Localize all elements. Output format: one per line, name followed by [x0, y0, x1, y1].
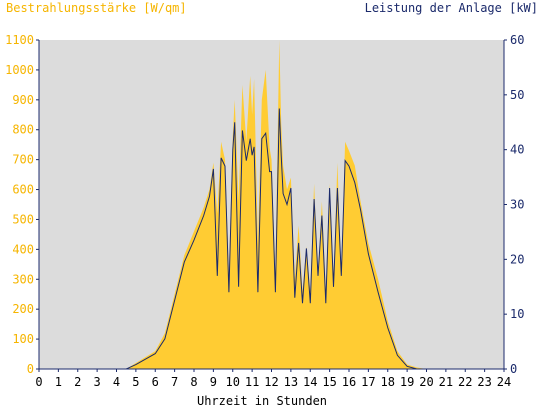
- x-axis-label: Uhrzeit in Stunden: [197, 394, 327, 408]
- x-tick-label: 17: [361, 375, 375, 389]
- plot-series: [39, 40, 504, 370]
- y-right-tick-label: 30: [510, 198, 524, 212]
- y-left-tick-label: 1100: [5, 33, 34, 47]
- y-left-tick-label: 0: [27, 362, 34, 376]
- title-power: Leistung der Anlage [kW]: [365, 1, 538, 15]
- y-left-tick-label: 700: [12, 153, 34, 167]
- y-left-tick-label: 800: [12, 123, 34, 137]
- x-tick-label: 14: [303, 375, 317, 389]
- y-left-tick-label: 900: [12, 93, 34, 107]
- y-right-tick-label: 0: [510, 362, 517, 376]
- x-tick-label: 23: [477, 375, 491, 389]
- y-left-tick-label: 300: [12, 272, 34, 286]
- x-tick-label: 3: [94, 375, 101, 389]
- x-tick-label: 10: [226, 375, 240, 389]
- x-tick-label: 22: [458, 375, 472, 389]
- x-tick-label: 5: [132, 375, 139, 389]
- x-tick-label: 13: [284, 375, 298, 389]
- y-right-tick-label: 60: [510, 33, 524, 47]
- x-tick-label: 1: [55, 375, 62, 389]
- x-tick-label: 21: [439, 375, 453, 389]
- x-tick-label: 20: [419, 375, 433, 389]
- x-tick-label: 19: [400, 375, 414, 389]
- x-tick-label: 15: [322, 375, 336, 389]
- irradiance-area: [39, 40, 504, 369]
- title-irradiance: Bestrahlungsstärke [W/qm]: [6, 1, 187, 15]
- y-left-tick-label: 100: [12, 332, 34, 346]
- y-right-tick-label: 40: [510, 143, 524, 157]
- x-tick-label: 0: [35, 375, 42, 389]
- x-tick-label: 24: [497, 375, 511, 389]
- y-right-tick-label: 50: [510, 88, 524, 102]
- x-tick-label: 18: [381, 375, 395, 389]
- y-left-tick-label: 400: [12, 242, 34, 256]
- x-tick-label: 16: [342, 375, 356, 389]
- y-right-tick-label: 20: [510, 252, 524, 266]
- x-tick-label: 8: [190, 375, 197, 389]
- x-tick-label: 7: [171, 375, 178, 389]
- x-tick-label: 6: [152, 375, 159, 389]
- y-left-tick-label: 1000: [5, 63, 34, 77]
- y-left-tick-label: 600: [12, 183, 34, 197]
- power-line: [39, 108, 504, 370]
- x-tick-label: 2: [74, 375, 81, 389]
- axes: 0100200300400500600700800900100011000102…: [5, 33, 524, 389]
- x-tick-label: 9: [210, 375, 217, 389]
- y-left-tick-label: 200: [12, 302, 34, 316]
- y-right-tick-label: 10: [510, 307, 524, 321]
- x-tick-label: 11: [245, 375, 259, 389]
- y-left-tick-label: 500: [12, 212, 34, 226]
- x-tick-label: 4: [113, 375, 120, 389]
- x-tick-label: 12: [264, 375, 278, 389]
